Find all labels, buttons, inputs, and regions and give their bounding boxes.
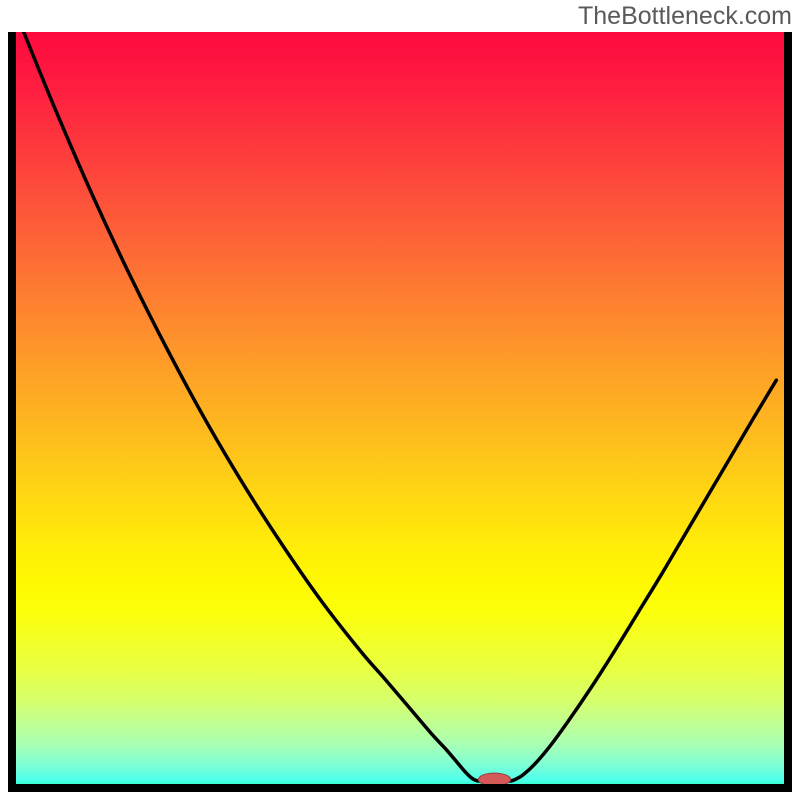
- border-right: [784, 32, 792, 792]
- border-left: [8, 32, 16, 792]
- plot-area: [8, 32, 792, 792]
- border-bottom: [8, 784, 792, 792]
- watermark-text: TheBottleneck.com: [578, 2, 792, 31]
- bottleneck-chart: TheBottleneck.com: [0, 0, 800, 800]
- heat-gradient-background: [8, 32, 792, 792]
